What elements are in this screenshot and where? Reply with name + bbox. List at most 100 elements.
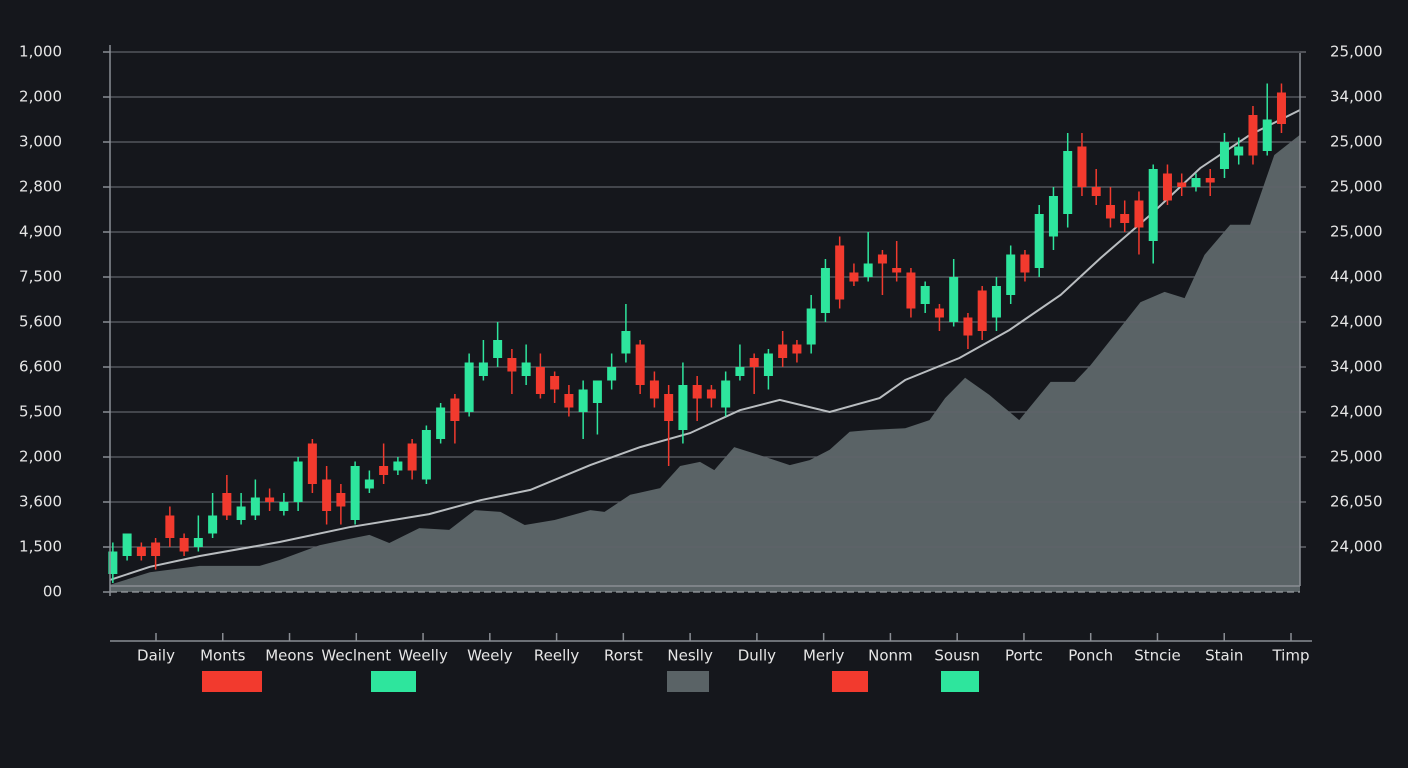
candle-body	[1177, 182, 1187, 187]
candle-body	[336, 493, 346, 507]
candle-body	[265, 497, 275, 502]
candle-body	[236, 506, 246, 520]
legend-swatch	[832, 671, 868, 692]
axis-layer: 00 1,500 3,600 2,000 5,500 6,600 5,600 7,500 4,9…	[19, 43, 1382, 665]
x-tick-label: Weclnent	[321, 647, 391, 665]
candle-body	[1120, 214, 1130, 223]
grid-layer	[110, 51, 1300, 593]
candle-body	[521, 362, 531, 376]
area-layer	[110, 134, 1300, 593]
area	[110, 134, 1300, 593]
x-tick-label: Stncie	[1134, 647, 1181, 665]
legend-swatch	[941, 671, 979, 692]
candle-body	[1148, 169, 1158, 241]
y-tick-label: 4,900	[19, 223, 62, 241]
candle-body	[393, 461, 403, 471]
legend-swatch	[202, 671, 262, 692]
x-tick-label: Ponch	[1068, 647, 1113, 665]
candle-body	[877, 254, 887, 264]
candle-body	[763, 353, 773, 376]
line-layer	[109, 109, 1301, 581]
candle-body	[250, 497, 260, 516]
x-tick-label: Neslly	[667, 647, 713, 665]
candle-body	[407, 443, 417, 471]
candle-body	[1262, 119, 1272, 151]
y-tick-label: 2,000	[19, 448, 62, 466]
candle-body	[849, 272, 859, 282]
candle-body	[706, 389, 716, 399]
candle-layer	[108, 83, 1286, 583]
candle-body	[1205, 178, 1215, 183]
candle-body	[208, 515, 218, 534]
legend-swatch	[667, 671, 709, 692]
candle-body	[991, 286, 1001, 318]
x-tick-label: Dully	[738, 647, 776, 665]
candle-body	[721, 380, 731, 408]
y-tick-label: 2,800	[19, 178, 62, 196]
candle-body	[108, 551, 118, 574]
candle-body	[592, 380, 602, 403]
candle-body	[835, 245, 845, 300]
candle-body	[949, 277, 959, 322]
x-tick-label: Monts	[200, 647, 246, 665]
candle-body	[1219, 142, 1229, 169]
x-tick-label: Stain	[1205, 647, 1243, 665]
y-tick-label: 00	[43, 583, 62, 601]
candle-body	[535, 367, 545, 394]
candle-body	[1134, 200, 1144, 228]
candle-body	[1162, 173, 1172, 201]
candle-body	[279, 502, 289, 511]
candle-body	[478, 362, 488, 376]
candle-body	[450, 398, 460, 421]
candle-body	[1105, 205, 1115, 219]
candle-body	[564, 394, 574, 408]
y-tick-label: 3,600	[19, 493, 62, 511]
candle-body	[193, 538, 203, 547]
candle-body	[464, 362, 474, 412]
candle-body	[1091, 187, 1101, 196]
y2-tick-label: 25,000	[1330, 223, 1383, 241]
y-tick-label: 6,600	[19, 358, 62, 376]
candle-body	[1234, 146, 1244, 156]
candle-body	[692, 385, 702, 399]
candle-body	[179, 538, 189, 552]
y-tick-label: 1,500	[19, 538, 62, 556]
moving-average-line	[109, 109, 1301, 581]
y2-tick-label: 25,000	[1330, 43, 1383, 61]
y2-tick-label: 44,000	[1330, 268, 1383, 286]
x-tick-label: Timp	[1271, 647, 1309, 665]
candle-body	[421, 430, 431, 480]
candle-body	[906, 272, 916, 309]
candle-body	[778, 344, 788, 358]
legend	[202, 671, 979, 692]
x-tick-label: Weelly	[398, 647, 448, 665]
candle-body	[1248, 115, 1258, 156]
candle-body	[165, 515, 175, 538]
candle-body	[664, 394, 674, 421]
x-tick-label: Meons	[265, 647, 314, 665]
y2-tick-label: 24,000	[1330, 538, 1383, 556]
x-tick-label: Daily	[137, 647, 175, 665]
candle-body	[293, 461, 303, 502]
y2-tick-label: 25,000	[1330, 448, 1383, 466]
candle-body	[806, 308, 816, 345]
y-tick-label: 7,500	[19, 268, 62, 286]
candle-body	[934, 308, 944, 318]
candle-body	[493, 340, 503, 358]
candle-body	[920, 286, 930, 304]
candle-body	[307, 443, 317, 484]
candle-body	[792, 344, 802, 354]
candle-body	[1077, 146, 1087, 187]
candle-body	[1006, 254, 1016, 295]
candle-body	[507, 358, 517, 372]
candle-body	[749, 358, 759, 367]
y-tick-label: 2,000	[19, 88, 62, 106]
y2-tick-label: 25,000	[1330, 133, 1383, 151]
candle-body	[550, 376, 560, 390]
candle-body	[222, 493, 232, 516]
candle-body	[621, 331, 631, 354]
x-tick-label: Portc	[1005, 647, 1043, 665]
x-tick-label: Reelly	[534, 647, 580, 665]
